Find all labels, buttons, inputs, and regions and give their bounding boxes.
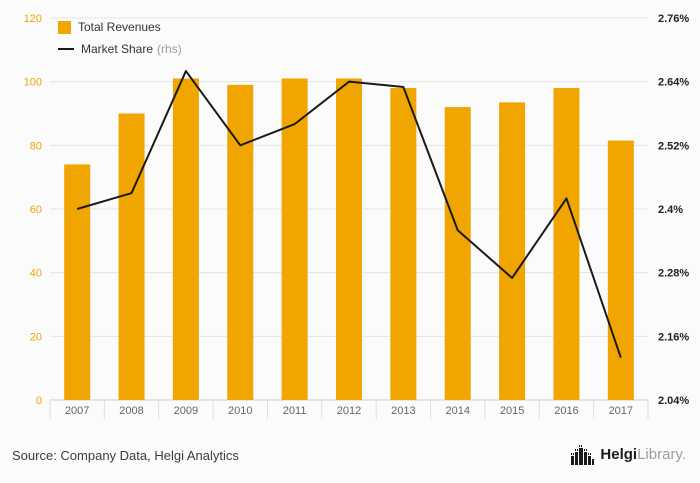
right-axis-tick-label: 2.28% bbox=[658, 268, 689, 280]
bar-2010 bbox=[227, 84, 254, 400]
right-axis-tick-label: 2.52% bbox=[658, 140, 689, 152]
legend-item-total-revenues[interactable]: Total Revenues bbox=[58, 20, 182, 34]
legend-label-total-revenues: Total Revenues bbox=[78, 20, 161, 34]
left-axis-tick-label: 80 bbox=[30, 140, 42, 152]
bar-series-swatch bbox=[58, 20, 71, 34]
left-axis-tick-label: 120 bbox=[24, 13, 42, 25]
x-axis-category-label: 2016 bbox=[554, 405, 578, 417]
market-share-line bbox=[76, 70, 622, 358]
castle-icon bbox=[571, 445, 595, 465]
bar-2008 bbox=[118, 113, 145, 400]
bar-2009 bbox=[172, 78, 199, 400]
right-axis-tick-label: 2.04% bbox=[658, 395, 689, 407]
bar-2017 bbox=[607, 140, 634, 400]
x-axis-category-label: 2015 bbox=[500, 405, 524, 417]
x-axis-category-label: 2008 bbox=[119, 405, 143, 417]
x-axis-category-label: 2007 bbox=[65, 405, 89, 417]
x-axis-category-label: 2014 bbox=[445, 405, 469, 417]
chart-canvas: 0 20 40 60 80 100 120 2.04% 2.16% 2.28% 2.4% 2.52% 2… bbox=[24, 13, 689, 419]
right-axis-tick-label: 2.16% bbox=[658, 331, 689, 343]
x-axis-category-label: 2011 bbox=[283, 405, 307, 417]
bar-2011 bbox=[281, 78, 308, 400]
left-axis-tick-label: 40 bbox=[30, 268, 42, 280]
x-axis-category-label: 2017 bbox=[609, 405, 633, 417]
left-axis-tick-label: 20 bbox=[30, 331, 42, 343]
line-series-swatch bbox=[58, 48, 74, 50]
right-axis-tick-label: 2.76% bbox=[658, 13, 689, 25]
left-axis-tick-label: 60 bbox=[30, 204, 42, 216]
legend-label-rhs-suffix: (rhs) bbox=[157, 42, 182, 56]
bar-2015 bbox=[499, 102, 526, 400]
x-axis-category-label: 2010 bbox=[228, 405, 252, 417]
revenue-market-share-chart: 0 20 40 60 80 100 120 2.04% 2.16% 2.28% 2.4% 2.52% 2… bbox=[24, 13, 689, 419]
right-axis-tick-label: 2.4% bbox=[658, 204, 683, 216]
bar-2014 bbox=[444, 107, 471, 400]
brand-name-primary: Helgi bbox=[600, 446, 638, 463]
x-axis-category-label: 2009 bbox=[174, 405, 198, 417]
x-axis-category-label: 2012 bbox=[337, 405, 361, 417]
x-axis-category-label: 2013 bbox=[391, 405, 415, 417]
helgi-library-logo[interactable]: HelgiLibrary. bbox=[570, 445, 686, 465]
bar-2013 bbox=[390, 88, 417, 401]
bar-2012 bbox=[336, 78, 362, 400]
left-axis-tick-label: 0 bbox=[36, 395, 42, 407]
legend-label-market-share: Market Share bbox=[81, 42, 154, 56]
bar-2016 bbox=[553, 88, 580, 401]
source-text: Source: Company Data, Helgi Analytics bbox=[12, 447, 239, 463]
brand-name-secondary: Library. bbox=[637, 446, 686, 463]
right-axis-tick-label: 2.64% bbox=[658, 77, 689, 89]
legend-item-market-share[interactable]: Market Share (rhs) bbox=[58, 42, 182, 56]
chart-legend: Total Revenues Market Share (rhs) bbox=[58, 20, 182, 56]
chart-footer: Source: Company Data, Helgi Analytics bbox=[0, 433, 700, 483]
bar-2007 bbox=[64, 164, 91, 400]
left-axis-tick-label: 100 bbox=[24, 77, 42, 89]
